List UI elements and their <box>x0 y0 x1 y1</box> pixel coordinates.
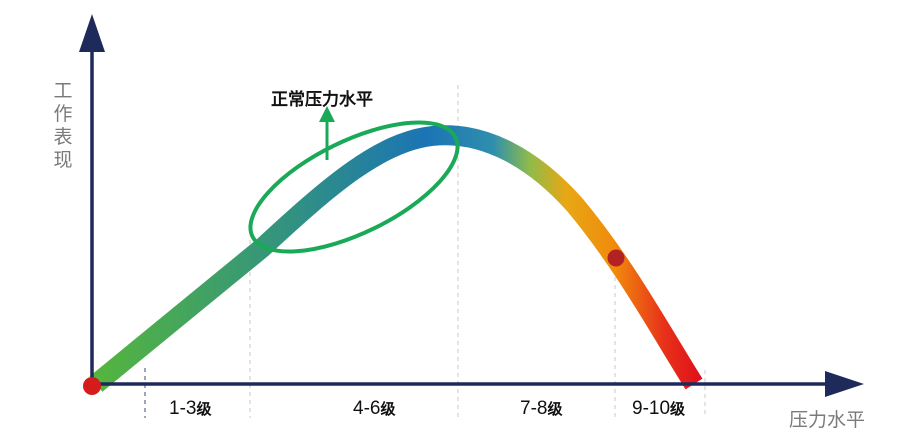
x-axis-label: 压力水平 <box>789 409 866 431</box>
zone-label-3: 7-8级 <box>520 398 562 420</box>
zone-unit: 级 <box>380 400 396 418</box>
zone-range: 9-10 <box>632 398 671 419</box>
normal-stress-callout-label: 正常压力水平 <box>271 90 373 110</box>
y-axis-label: 工作表现 <box>50 80 76 172</box>
zone-label-1: 1-3级 <box>169 398 211 420</box>
origin-marker <box>83 377 101 395</box>
x-axis-arrow <box>825 371 864 397</box>
callout-arrow-head <box>319 106 335 122</box>
y-axis-label-text: 工作表现 <box>53 80 73 171</box>
zone-unit: 级 <box>196 400 212 418</box>
zone-range: 4-6 <box>353 398 381 419</box>
y-axis-arrow <box>79 14 105 52</box>
zone-unit: 级 <box>547 400 563 418</box>
zone-range: 1-3 <box>169 398 197 419</box>
normal-stress-highlight <box>248 120 460 254</box>
zone-label-4: 9-10级 <box>632 398 685 420</box>
zone-unit: 级 <box>670 400 686 418</box>
zone-range: 7-8 <box>520 398 548 419</box>
performance-curve <box>89 125 703 392</box>
zone-label-2: 4-6级 <box>353 398 395 420</box>
peak-drop-marker <box>607 249 625 267</box>
